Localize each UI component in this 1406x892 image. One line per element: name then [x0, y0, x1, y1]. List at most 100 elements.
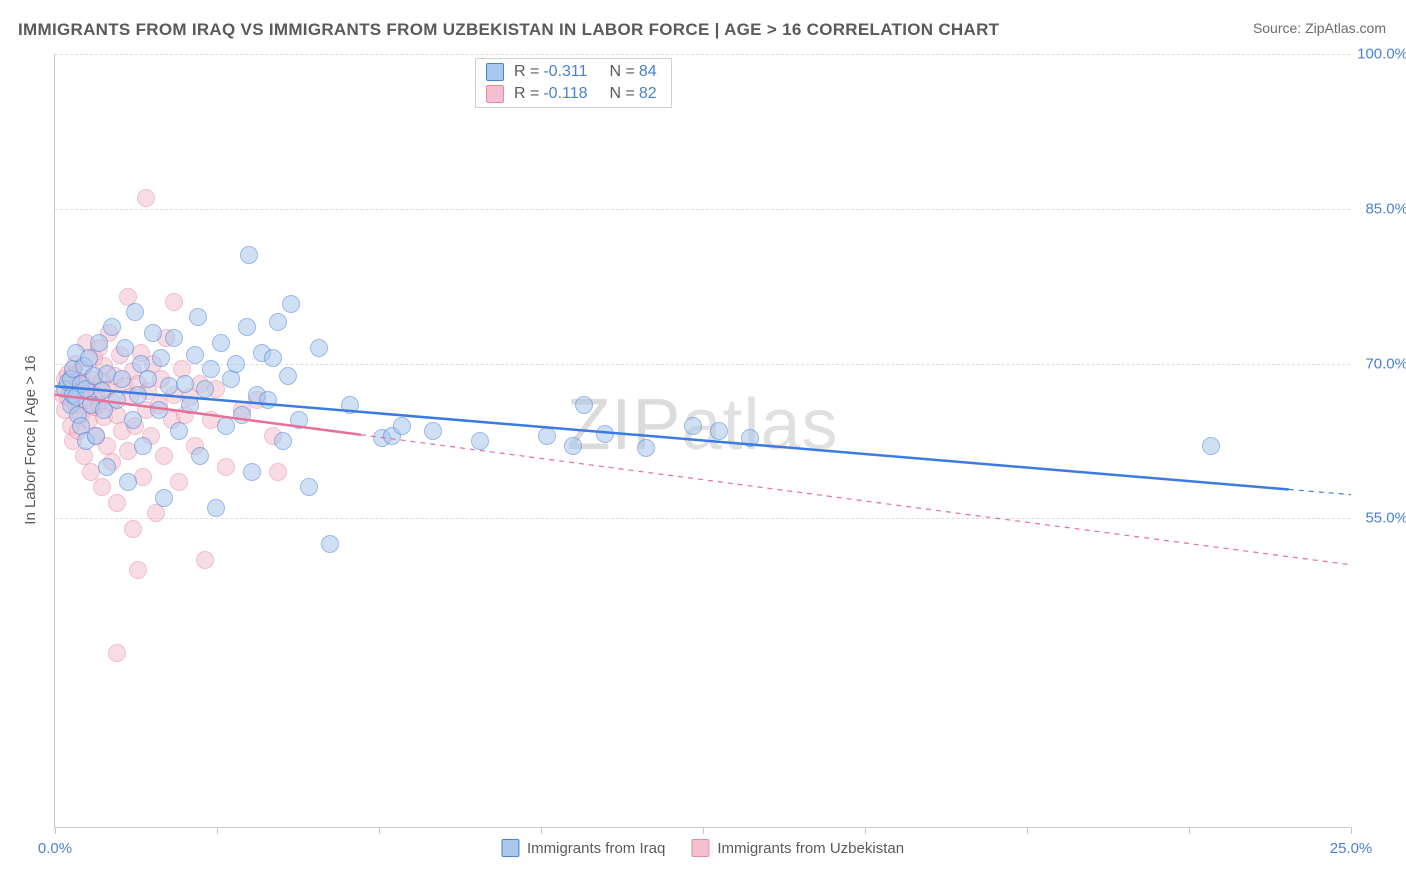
n-label: N =: [610, 85, 635, 103]
r-value: -0.311: [543, 63, 587, 81]
data-point: [202, 360, 220, 378]
data-point: [129, 386, 147, 404]
data-point: [152, 349, 170, 367]
data-point: [129, 561, 147, 579]
chart-title: IMMIGRANTS FROM IRAQ VS IMMIGRANTS FROM …: [18, 20, 999, 40]
data-point: [108, 494, 126, 512]
data-point: [538, 427, 556, 445]
series-legend: Immigrants from Iraq Immigrants from Uzbe…: [501, 839, 904, 857]
data-point: [80, 349, 98, 367]
data-point: [207, 499, 225, 517]
data-point: [471, 432, 489, 450]
watermark-thin: atlas: [681, 385, 838, 465]
stats-row: R = -0.311N = 84: [476, 61, 671, 83]
data-point: [240, 246, 258, 264]
data-point: [212, 334, 230, 352]
data-point: [1202, 437, 1220, 455]
data-point: [269, 313, 287, 331]
data-point: [126, 303, 144, 321]
data-point: [134, 468, 152, 486]
stats-swatch: [486, 85, 504, 103]
n-value: 84: [639, 63, 657, 81]
data-point: [90, 334, 108, 352]
scatter-chart: ZIPatlas R = -0.311N = 84R = -0.118N = 8…: [54, 54, 1350, 828]
data-point: [684, 417, 702, 435]
legend-swatch: [501, 839, 519, 857]
data-point: [217, 458, 235, 476]
gridline: [55, 518, 1350, 519]
trend-lines: [55, 54, 1351, 828]
data-point: [189, 308, 207, 326]
data-point: [116, 339, 134, 357]
data-point: [269, 463, 287, 481]
data-point: [98, 458, 116, 476]
gridline: [55, 54, 1350, 55]
data-point: [596, 425, 614, 443]
x-tick: [1351, 827, 1352, 834]
data-point: [103, 318, 121, 336]
n-label: N =: [610, 63, 635, 81]
legend-item: Immigrants from Uzbekistan: [691, 839, 904, 857]
y-tick-label: 55.0%: [1365, 510, 1406, 527]
data-point: [341, 396, 359, 414]
data-point: [181, 396, 199, 414]
legend-label: Immigrants from Uzbekistan: [717, 840, 904, 857]
data-point: [196, 380, 214, 398]
y-tick-label: 100.0%: [1357, 46, 1406, 63]
data-point: [424, 422, 442, 440]
data-point: [279, 367, 297, 385]
data-point: [150, 401, 168, 419]
gridline: [55, 209, 1350, 210]
data-point: [575, 396, 593, 414]
trend-line-dashed: [1289, 489, 1351, 494]
y-axis-title: In Labor Force | Age > 16: [22, 355, 39, 524]
legend-item: Immigrants from Iraq: [501, 839, 665, 857]
data-point: [310, 339, 328, 357]
x-tick-label: 25.0%: [1330, 840, 1373, 857]
data-point: [108, 391, 126, 409]
x-tick-label: 0.0%: [38, 840, 72, 857]
data-point: [233, 406, 251, 424]
x-tick: [55, 827, 56, 834]
data-point: [259, 391, 277, 409]
data-point: [93, 478, 111, 496]
data-point: [227, 355, 245, 373]
data-point: [108, 644, 126, 662]
data-point: [119, 473, 137, 491]
n-value: 82: [639, 85, 657, 103]
data-point: [139, 370, 157, 388]
r-value: -0.118: [543, 85, 587, 103]
data-point: [87, 427, 105, 445]
stats-row: R = -0.118 N = 82: [476, 83, 671, 105]
data-point: [274, 432, 292, 450]
r-label: R =: [514, 85, 539, 103]
stats-legend-box: R = -0.311 N = 84 R = -0.118 N = 82: [475, 58, 672, 108]
data-point: [741, 429, 759, 447]
legend-label: Immigrants from Iraq: [527, 840, 665, 857]
x-tick: [217, 827, 218, 834]
data-point: [165, 293, 183, 311]
data-point: [124, 411, 142, 429]
trend-line-dashed: [361, 435, 1351, 565]
data-point: [300, 478, 318, 496]
data-point: [196, 551, 214, 569]
data-point: [282, 295, 300, 313]
data-point: [222, 370, 240, 388]
x-tick: [379, 827, 380, 834]
x-tick: [703, 827, 704, 834]
data-point: [144, 324, 162, 342]
data-point: [290, 411, 308, 429]
data-point: [264, 349, 282, 367]
gridline: [55, 364, 1350, 365]
y-tick-label: 85.0%: [1365, 200, 1406, 217]
x-tick: [865, 827, 866, 834]
data-point: [321, 535, 339, 553]
data-point: [137, 189, 155, 207]
data-point: [113, 370, 131, 388]
x-tick: [1189, 827, 1190, 834]
data-point: [170, 422, 188, 440]
source-attribution: Source: ZipAtlas.com: [1253, 20, 1386, 36]
data-point: [637, 439, 655, 457]
data-point: [191, 447, 209, 465]
legend-swatch: [691, 839, 709, 857]
